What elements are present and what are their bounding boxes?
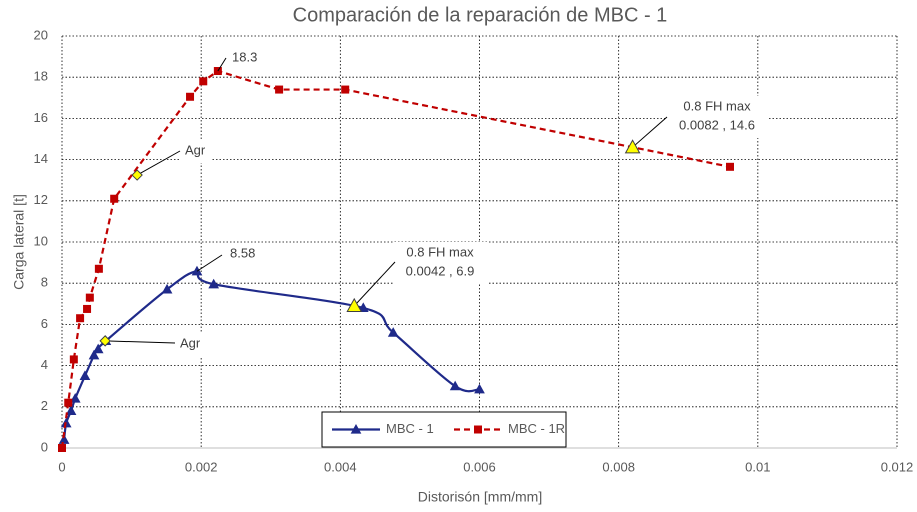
y-tick-label: 6 bbox=[41, 316, 48, 331]
annotation-text: Agr bbox=[185, 142, 206, 157]
annotation-marker bbox=[346, 297, 363, 312]
x-axis-label: Distorisón [mm/mm] bbox=[418, 489, 542, 505]
annotation-background bbox=[176, 333, 206, 356]
chart-title: Comparación de la reparación de MBC - 1 bbox=[293, 4, 668, 26]
y-tick-label: 2 bbox=[41, 398, 48, 413]
y-tick-label: 12 bbox=[34, 192, 48, 207]
legend-marker bbox=[350, 423, 362, 434]
leader-line bbox=[632, 116, 668, 148]
annotation-text: 0.8 FH max bbox=[406, 244, 474, 259]
annotation-marker bbox=[99, 335, 111, 347]
y-tick-label: 20 bbox=[34, 27, 48, 42]
legend-marker bbox=[474, 425, 482, 434]
y-axis-label: Carga lateral [t] bbox=[11, 194, 27, 290]
x-tick-label: 0.012 bbox=[881, 459, 914, 474]
series-line bbox=[60, 69, 731, 449]
data-point bbox=[92, 343, 104, 354]
data-point bbox=[58, 444, 66, 452]
data-point bbox=[341, 85, 350, 94]
data-point bbox=[199, 77, 208, 86]
annotation-text: 0.8 FH max bbox=[683, 98, 751, 113]
annotation-text: Agr bbox=[180, 335, 201, 350]
x-tick-label: 0 bbox=[58, 459, 65, 474]
y-tick-label: 0 bbox=[41, 439, 48, 454]
data-point bbox=[275, 85, 284, 94]
y-tick-label: 16 bbox=[34, 110, 48, 125]
annotation-background bbox=[392, 242, 488, 284]
data-point bbox=[88, 349, 100, 360]
annotation-background bbox=[666, 96, 768, 138]
y-tick-label: 10 bbox=[34, 233, 48, 248]
data-point bbox=[58, 434, 70, 444]
x-tick-label: 0.004 bbox=[324, 459, 357, 474]
y-tick-label: 18 bbox=[34, 69, 48, 84]
legend-label: MBC - 1 bbox=[386, 421, 434, 436]
data-point bbox=[83, 304, 92, 313]
data-point bbox=[79, 370, 91, 380]
leader-line bbox=[353, 261, 396, 307]
data-point bbox=[161, 283, 173, 294]
leader-line bbox=[196, 254, 223, 272]
data-point bbox=[94, 264, 103, 273]
data-point bbox=[186, 92, 195, 101]
annotation-background bbox=[228, 47, 265, 70]
y-tick-label: 4 bbox=[41, 357, 48, 372]
data-point bbox=[474, 383, 485, 394]
data-point bbox=[208, 278, 220, 289]
annotation-text: 18.3 bbox=[232, 49, 257, 64]
series-line bbox=[62, 270, 480, 440]
data-point bbox=[387, 327, 399, 337]
legend-label: MBC - 1R bbox=[508, 421, 565, 436]
data-point bbox=[110, 194, 119, 203]
data-point bbox=[69, 393, 81, 403]
data-point bbox=[85, 293, 94, 302]
annotation-text: 8.58 bbox=[230, 245, 255, 260]
data-point bbox=[449, 380, 461, 391]
y-tick-label: 8 bbox=[41, 275, 48, 290]
data-point bbox=[76, 314, 85, 323]
data-point bbox=[65, 405, 77, 416]
annotation-marker bbox=[624, 139, 641, 154]
leader-line bbox=[105, 340, 176, 344]
leader-line bbox=[136, 150, 181, 176]
x-tick-label: 0.008 bbox=[602, 459, 635, 474]
data-point bbox=[357, 302, 369, 313]
annotation-background bbox=[226, 243, 263, 266]
x-tick-label: 0.002 bbox=[185, 459, 218, 474]
data-point bbox=[726, 162, 734, 171]
annotation-marker bbox=[131, 169, 143, 181]
annotation-background bbox=[181, 140, 211, 163]
annotation-text: 0.0082 , 14.6 bbox=[679, 117, 755, 132]
x-tick-label: 0.01 bbox=[745, 459, 770, 474]
x-tick-label: 0.006 bbox=[463, 459, 496, 474]
data-point bbox=[64, 398, 73, 407]
annotation-text: 0.0042 , 6.9 bbox=[406, 263, 475, 278]
leader-line bbox=[217, 57, 227, 72]
y-tick-label: 14 bbox=[34, 151, 48, 166]
data-point bbox=[69, 355, 78, 364]
